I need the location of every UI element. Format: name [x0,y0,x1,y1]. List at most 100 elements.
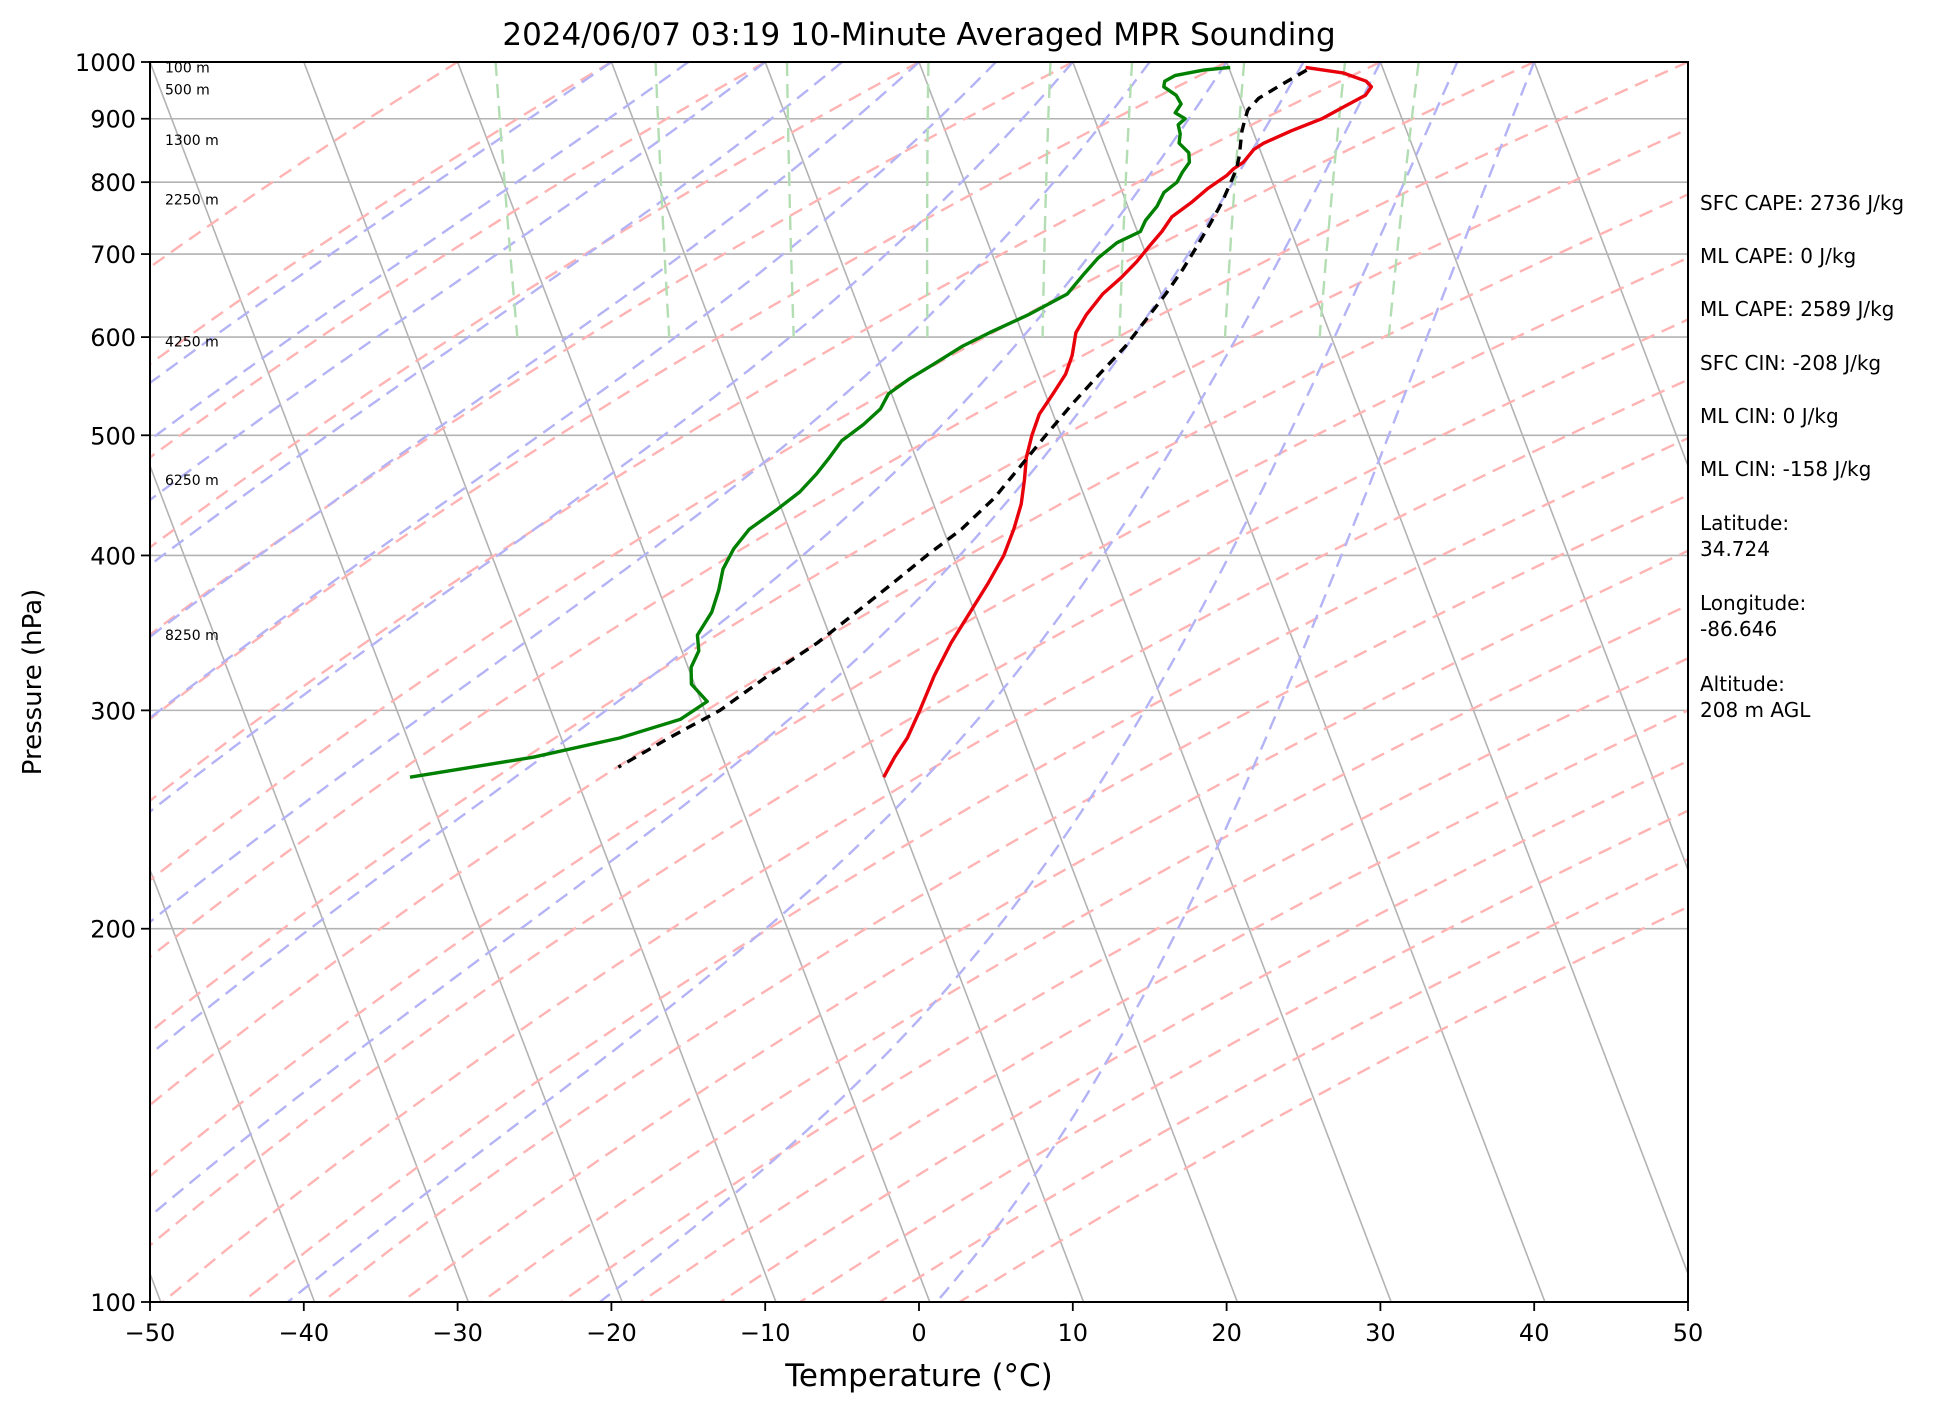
dry-adiabat-line [150,62,459,269]
y-tick-label: 900 [90,106,136,134]
isotherm-line [456,62,931,1302]
mixing-ratio-line [654,62,671,338]
dry-adiabat-line [150,62,920,549]
moist-adiabat-line [599,62,1459,1302]
moist-adiabat-line [150,62,613,385]
height-label: 6250 m [165,473,219,489]
moist-adiabat-line [150,62,1074,814]
dry-adiabat-line [150,318,1688,1247]
y-axis-label: Pressure (hPa) [18,589,48,776]
height-label: 2250 m [165,192,219,208]
dry-adiabat-line [150,62,1228,721]
x-tick-label: 50 [1673,1319,1704,1347]
x-tick-label: 10 [1058,1319,1089,1347]
isotherm-line [0,62,7,1302]
temperature-profile [882,65,1374,779]
dry-adiabat-line [400,549,1688,1302]
moist-adiabat-line [935,62,1536,1302]
parameter-text: SFC CAPE: 2736 J/kg [1700,191,1905,215]
moist-adiabat-line [150,62,843,567]
moist-adiabat-line [150,62,690,442]
x-tick-label: −20 [586,1319,637,1347]
x-axis-label: Temperature (°C) [784,1358,1053,1394]
moist-adiabat-line [150,62,920,639]
isotherm-line [1072,62,1546,1302]
dry-adiabat-line [150,62,766,459]
x-tick-label: 40 [1519,1319,1550,1347]
y-tick-label: 200 [90,916,136,944]
moist-adiabat-line [150,62,1305,1218]
isotherm-line [150,463,470,1302]
x-tick-label: 30 [1365,1319,1396,1347]
mixing-ratio-line [925,62,930,338]
parameter-text: Longitude: -86.646 [1700,591,1807,641]
dry-adiabat-line [241,436,1688,1302]
height-label: 4250 m [165,335,219,351]
parameter-text: ML CAPE: 0 J/kg [1700,244,1857,268]
dry-adiabat-line [150,193,1688,1107]
x-tick-label: −10 [740,1319,791,1347]
background-lines [0,62,1688,1302]
mixing-ratio-line [785,62,795,338]
x-tick-label: −40 [278,1319,329,1347]
height-label: 8250 m [165,628,219,644]
dry-adiabat-line [150,62,1688,959]
y-tick-label: 100 [90,1289,136,1317]
mixing-ratio-line [494,62,519,338]
height-label: 100 m [165,60,210,76]
dry-adiabat-line [161,378,1688,1302]
moist-adiabat-line [150,62,766,502]
parameter-text: Latitude: 34.724 [1700,511,1790,561]
plot-frame [149,61,1689,1303]
y-tick-label: 700 [90,241,136,269]
mixing-ratio-line [1118,62,1134,338]
dry-adiabat-line [150,62,1074,637]
isotherm-line [1533,62,1688,469]
y-axis-ticks: 100 200 300 400 500 600 700 800 900 1000 [75,49,150,1317]
dry-adiabat-line [321,493,1688,1302]
height-labels: 100 m 500 m 1300 m 2250 m 4250 m 6250 m 8250 m [165,60,219,644]
y-tick-label: 800 [90,169,136,197]
isotherm-line [150,867,316,1302]
isotherm-line [303,62,777,1302]
parameter-text: ML CAPE: 2589 J/kg [1700,297,1895,321]
dewpoint-profile [409,65,1231,779]
parameter-text: ML CIN: 0 J/kg [1700,404,1839,428]
parcel-profile [617,68,1308,769]
isotherm-line [610,62,1085,1302]
parameter-text: Altitude: 208 m AGL [1700,672,1811,722]
dry-adiabat-line [150,256,1688,1178]
mixing-ratio-line [1387,62,1420,338]
x-tick-label: 0 [911,1319,926,1347]
height-label: 1300 m [165,133,219,149]
mixing-ratio-line [1041,62,1052,338]
y-tick-label: 400 [90,542,136,570]
isotherm-line [764,62,1239,1302]
dry-adiabat-line [150,62,1381,803]
moist-adiabat-line [150,62,1228,1056]
x-tick-label: −30 [432,1319,483,1347]
dry-adiabat-line [560,656,1688,1302]
mixing-ratio-line [1223,62,1246,338]
series-layer [409,65,1374,779]
x-tick-label: −50 [125,1319,176,1347]
isotherm-line [918,62,1392,1302]
height-label: 500 m [165,83,210,99]
isotherm-line [1225,62,1688,1276]
parameter-text: SFC CIN: -208 J/kg [1700,351,1882,375]
y-tick-label: 300 [90,697,136,725]
y-tick-label: 600 [90,324,136,352]
chart-title: 2024/06/07 03:19 10-Minute Averaged MPR … [502,17,1335,53]
x-axis-ticks: −50 −40 −30 −20 −10 0 10 20 30 40 50 [125,1302,1704,1347]
moist-adiabat-line [287,62,1382,1302]
parameter-text: ML CIN: -158 J/kg [1700,457,1872,481]
moist-adiabat-line [150,62,1151,924]
mixing-ratio-line [1318,62,1347,338]
dry-adiabat-line [150,62,613,366]
isotherm-line [1379,62,1688,873]
y-tick-label: 500 [90,422,136,450]
isotherm-line [150,62,623,1302]
x-tick-label: 20 [1211,1319,1242,1347]
dry-adiabat-line [480,603,1688,1302]
